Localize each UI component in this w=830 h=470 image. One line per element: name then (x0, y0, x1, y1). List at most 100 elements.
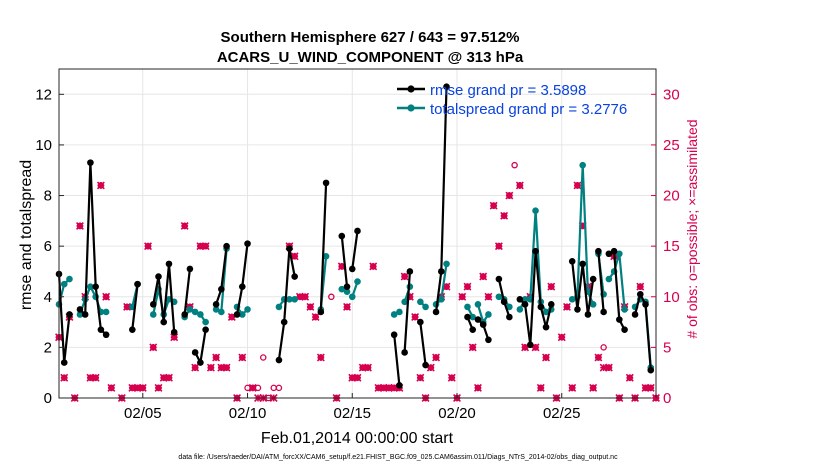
obs-assimilated-marker (411, 313, 420, 321)
obs-assimilated-marker (500, 211, 509, 220)
y-tick-label: 2 (44, 339, 52, 356)
rmse-point (87, 159, 94, 166)
obs-assimilated-marker (536, 383, 545, 392)
obs-assimilated-marker (165, 373, 173, 382)
obs-assimilated-marker (405, 292, 414, 301)
x-axis-label: Feb.01,2014 00:00:00 start (261, 430, 454, 447)
rmse-series-line (419, 321, 427, 366)
obs-assimilated-marker (442, 282, 451, 291)
obs-assimilated-marker (563, 302, 571, 311)
rmse-point (600, 308, 607, 316)
rmse-point (197, 359, 204, 366)
rmse-point (212, 301, 220, 308)
obs-assimilated-marker (60, 373, 69, 382)
rmse-point (605, 250, 613, 258)
obs-assimilated-marker (123, 302, 132, 311)
obs-assimilated-marker (159, 373, 168, 382)
rmse-point (474, 316, 482, 323)
rmse-point (66, 311, 73, 318)
obs-assimilated-marker (589, 383, 598, 392)
obs-assimilated-marker (238, 353, 247, 362)
totalspread-point (102, 308, 110, 316)
obs-assimilated-marker (91, 373, 100, 382)
rmse-point (527, 341, 534, 349)
totalspread-point (218, 308, 225, 316)
y-tick-label: 8 (44, 188, 52, 205)
totalspread-point (516, 306, 524, 313)
obs-assimilated-marker (107, 383, 116, 392)
axis-ticks: 0 2 4 6 8 10 12 02/05 02/10 02/15 02/20 02/25 0 5 10 15… (35, 86, 679, 422)
totalspread-point (87, 283, 94, 290)
rmse-point (202, 326, 209, 333)
obs-assimilated-marker (390, 383, 399, 392)
y-tick-label: 12 (35, 86, 52, 103)
obs-assimilated-marker (316, 353, 325, 362)
rmse-point (170, 328, 178, 336)
totalspread-point (60, 280, 68, 288)
obs-assimilated-marker (599, 363, 608, 372)
obs-assimilated-marker (217, 363, 226, 372)
rmse-point (574, 306, 581, 313)
totalspread-point (422, 303, 429, 311)
rmse-point (422, 361, 429, 369)
obs-assimilated-marker (432, 353, 441, 362)
rmse-series-line (340, 235, 349, 287)
totalspread-point (417, 298, 424, 306)
legend: rmse grand pr = 3.5898 totalspread grand… (397, 82, 627, 118)
obs-assimilated-marker (144, 242, 152, 251)
rmse-point (547, 301, 555, 308)
rmse-point (291, 273, 298, 280)
totalspread-point (244, 306, 251, 313)
obs-assimilated-marker (604, 363, 613, 372)
obs-assimilated-marker (180, 221, 189, 230)
rmse-point (621, 326, 628, 333)
obs-assimilated-marker (521, 343, 530, 352)
rmse-point (218, 285, 225, 293)
rmse-point (568, 258, 576, 265)
rmse-point (149, 301, 157, 308)
obs-assimilated-marker (494, 242, 503, 251)
obs-assimilated-marker (154, 383, 163, 392)
rmse-point (191, 349, 199, 356)
y-right-tick-label: 5 (663, 339, 671, 356)
totalspread-point (149, 311, 157, 318)
totalspread-point (521, 296, 529, 303)
totalspread-point (495, 293, 503, 301)
rmse-series-line (319, 182, 328, 313)
obs-assimilated-marker (201, 242, 210, 251)
totalspread-point (66, 275, 73, 283)
rmse-point (464, 313, 471, 321)
totalspread-point (605, 275, 613, 283)
rmse-series-line (194, 329, 207, 364)
y-tick-label: 10 (35, 137, 52, 154)
totalspread-point (322, 252, 330, 260)
totalspread-point (354, 278, 361, 285)
obs-assimilated-marker (484, 292, 493, 301)
y-right-tick-label: 15 (663, 238, 680, 255)
totalspread-point (197, 311, 204, 318)
totalspread-point (474, 301, 482, 308)
obs-assimilated-marker (206, 363, 215, 372)
rmse-point (81, 311, 89, 318)
obs-assimilated-marker (196, 242, 205, 251)
obs-assimilated-marker (458, 292, 467, 301)
obs-assimilated-marker (128, 383, 137, 392)
rmse-point (595, 247, 602, 255)
rmse-point (417, 318, 424, 326)
y-right-tick-label: 0 (663, 390, 671, 407)
rmse-series-line (403, 271, 411, 353)
rmse-point (390, 331, 398, 339)
chart-title-line1: Southern Hemisphere 627 / 643 = 97.512% (221, 29, 520, 46)
rmse-point (186, 265, 194, 273)
rmse-series-line (236, 243, 249, 315)
rmse-point (92, 283, 99, 290)
rmse-point (338, 232, 346, 240)
rmse-point (636, 290, 644, 298)
totalspread-point (568, 296, 576, 303)
obs-assimilated-marker (311, 313, 320, 321)
rmse-point (244, 240, 251, 247)
totalspread-point (191, 308, 199, 316)
x-tick-label: 02/15 (333, 405, 371, 422)
legend-spread-label: totalspread grand pr = 3.2776 (430, 101, 627, 118)
